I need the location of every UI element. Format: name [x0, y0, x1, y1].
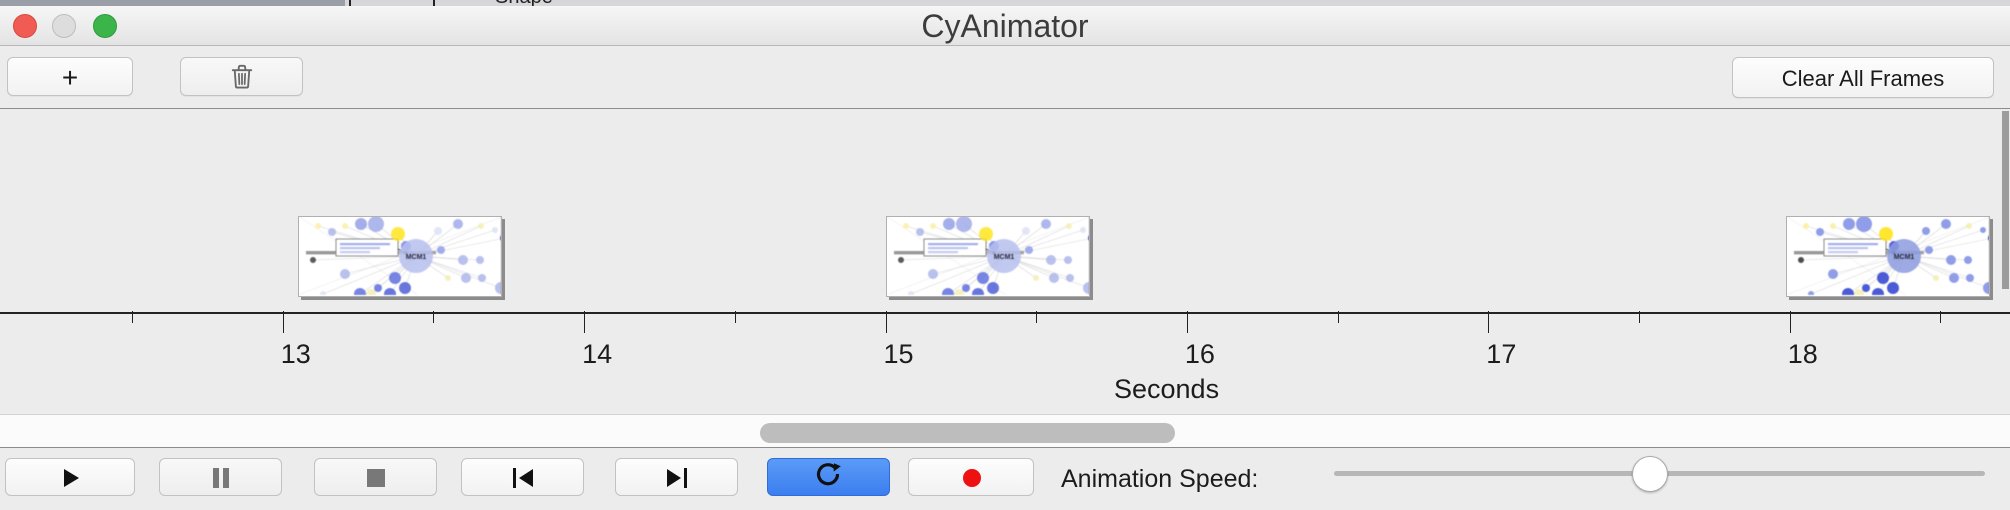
- svg-text:MCM1: MCM1: [406, 254, 427, 261]
- svg-text:MCM1: MCM1: [994, 254, 1015, 261]
- svg-text:MCM1: MCM1: [1894, 254, 1915, 261]
